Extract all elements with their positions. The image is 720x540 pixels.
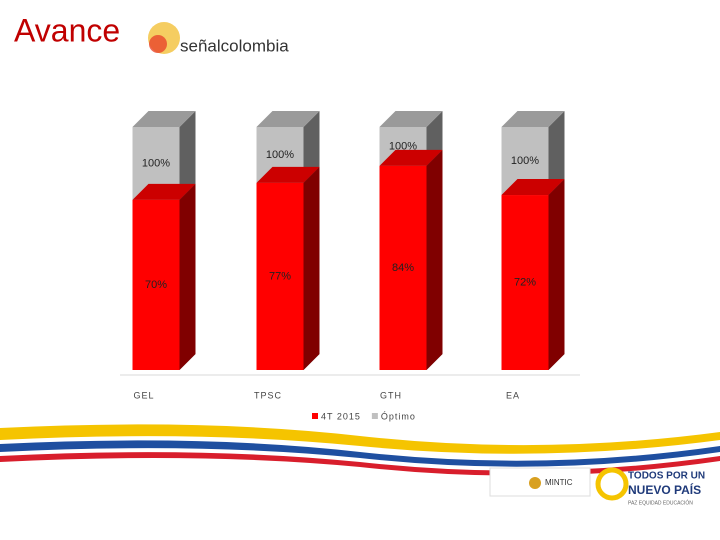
stripe-yellow (0, 424, 720, 454)
bar-top (132, 183, 196, 200)
bar-side (426, 149, 443, 370)
data-label: 70% (145, 279, 167, 291)
stripe-blue (0, 440, 720, 467)
bar (379, 165, 427, 370)
stripe-red (0, 452, 720, 476)
bar-side (548, 179, 565, 370)
footer: MINTIC TODOS POR UN NUEVO PAÍS PAZ EQUID… (489, 467, 705, 506)
data-label: 72% (514, 276, 536, 288)
x-tick-label: TPSC (254, 390, 282, 400)
slogan-text: NUEVO PAÍS (628, 482, 701, 497)
slogan-text: PAZ EQUIDAD EDUCACIÓN (628, 499, 693, 506)
data-label: 77% (269, 270, 291, 282)
data-label: 100% (266, 149, 294, 161)
ministry-seal (529, 477, 541, 489)
legend-swatch (371, 413, 378, 419)
ministry-text: MINTIC (545, 478, 573, 487)
x-tick-label: GEL (133, 390, 154, 400)
data-label: 100% (389, 140, 417, 152)
bar-side (179, 183, 196, 370)
logo: señalcolombia (148, 22, 289, 55)
bar-top (501, 179, 565, 196)
slogan-text: TODOS POR UN (628, 471, 705, 482)
bar (501, 195, 549, 370)
slide-title: Avance (14, 12, 120, 48)
x-tick-label: GTH (380, 390, 402, 400)
slogan-icon (595, 467, 629, 501)
legend-label: 4T 2015 (321, 411, 361, 421)
bar-top (256, 166, 320, 183)
data-label: 84% (392, 262, 414, 274)
bar-top (501, 111, 565, 127)
bar-top (132, 111, 196, 127)
flag-stripe (0, 424, 720, 476)
bar (256, 182, 304, 370)
data-label: 100% (511, 155, 539, 167)
bar-top (256, 111, 320, 127)
bar (132, 199, 180, 370)
legend-swatch (312, 413, 318, 419)
bar-side (303, 166, 320, 370)
legend-label: Óptimo (381, 411, 416, 421)
x-tick-label: EA (506, 390, 520, 400)
bar-top (379, 111, 443, 127)
logo-icon (149, 35, 167, 53)
bar-top (379, 149, 443, 166)
logo-text: señalcolombia (180, 36, 289, 55)
data-label: 100% (142, 157, 170, 169)
